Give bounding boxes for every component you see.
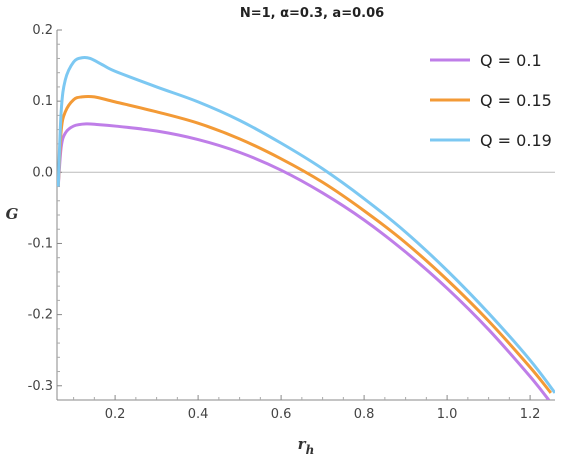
y-ticks: -0.3 -0.2 -0.1 0.0 0.1 0.2 [28,23,62,394]
y-axis-label: G [6,205,19,223]
x-axis-label-main: r [298,435,307,453]
x-tick-label: 0.8 [354,407,375,422]
y-tick-label: 0.1 [32,94,53,109]
y-tick-label: -0.2 [28,308,53,323]
series-line-2 [57,94,553,394]
series-line-1 [57,122,550,400]
legend-label-3: Q = 0.19 [480,131,552,150]
x-axis-label-subscript: h [306,443,315,457]
legend: Q = 0.1 Q = 0.15 Q = 0.19 [430,51,552,150]
x-tick-label: 0.2 [105,407,126,422]
series-line-3 [57,55,555,394]
y-tick-label: -0.3 [28,379,53,394]
chart-title: N=1, α=0.3, a=0.06 [240,6,384,21]
x-ticks: 0.2 0.4 0.6 0.8 1.0 1.2 [73,395,541,422]
y-tick-label: -0.1 [28,236,53,251]
x-axis-label: rh [298,435,315,457]
x-tick-label: 1.0 [437,407,458,422]
legend-label-2: Q = 0.15 [480,91,552,110]
x-tick-label: 1.2 [520,407,541,422]
x-tick-label: 0.4 [188,407,209,422]
series-group [57,55,555,400]
x-tick-label: 0.6 [271,407,292,422]
legend-label-1: Q = 0.1 [480,51,542,70]
y-tick-label: 0.2 [32,23,53,38]
y-tick-label: 0.0 [32,165,53,180]
